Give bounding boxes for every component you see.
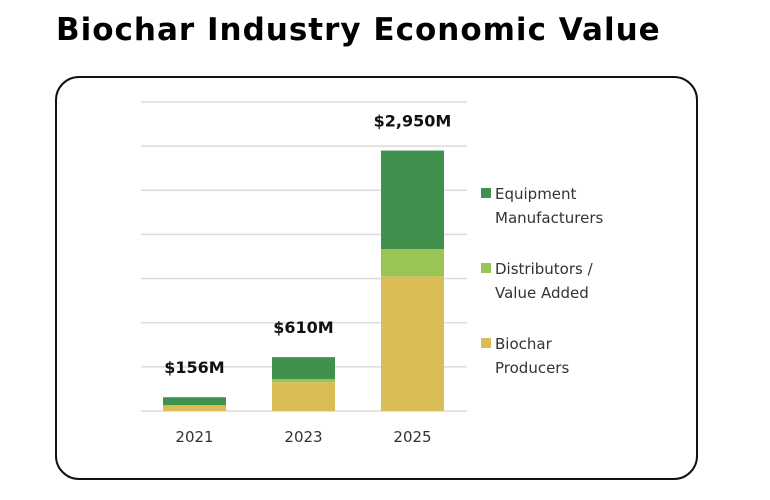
bar-segment <box>163 397 226 406</box>
total-labels: $156M $610M $2,950M <box>164 112 451 378</box>
legend-label: Manufacturers <box>495 209 603 227</box>
bar-segment <box>163 405 226 411</box>
legend: Equipment Manufacturers Distributors / Valu… <box>481 185 603 377</box>
bar-segment <box>272 357 335 380</box>
legend-item: Equipment Manufacturers <box>481 185 603 227</box>
total-label: $2,950M <box>374 112 452 131</box>
bar-segment <box>272 379 335 383</box>
legend-label: Producers <box>495 359 569 377</box>
x-tick-label: 2023 <box>284 428 322 446</box>
legend-label: Biochar <box>495 335 553 353</box>
bar-segment <box>381 248 444 277</box>
bars <box>163 150 444 411</box>
total-label: $156M <box>164 358 224 377</box>
bar-segment <box>381 276 444 411</box>
legend-label: Distributors / <box>495 260 594 278</box>
bar-segment <box>272 382 335 411</box>
total-label: $610M <box>273 318 333 337</box>
legend-swatch <box>481 188 491 198</box>
legend-item: Distributors / Value Added <box>481 260 594 302</box>
x-tick-label: 2025 <box>393 428 431 446</box>
legend-swatch <box>481 263 491 273</box>
x-axis-ticks: 2021 2023 2025 <box>175 428 431 446</box>
x-tick-label: 2021 <box>175 428 213 446</box>
chart-title: Biochar Industry Economic Value <box>56 12 661 48</box>
legend-label: Value Added <box>495 284 589 302</box>
bar-segment <box>163 405 226 406</box>
bar-segment <box>381 150 444 249</box>
legend-swatch <box>481 338 491 348</box>
legend-label: Equipment <box>495 185 577 203</box>
legend-item: Biochar Producers <box>481 335 569 377</box>
